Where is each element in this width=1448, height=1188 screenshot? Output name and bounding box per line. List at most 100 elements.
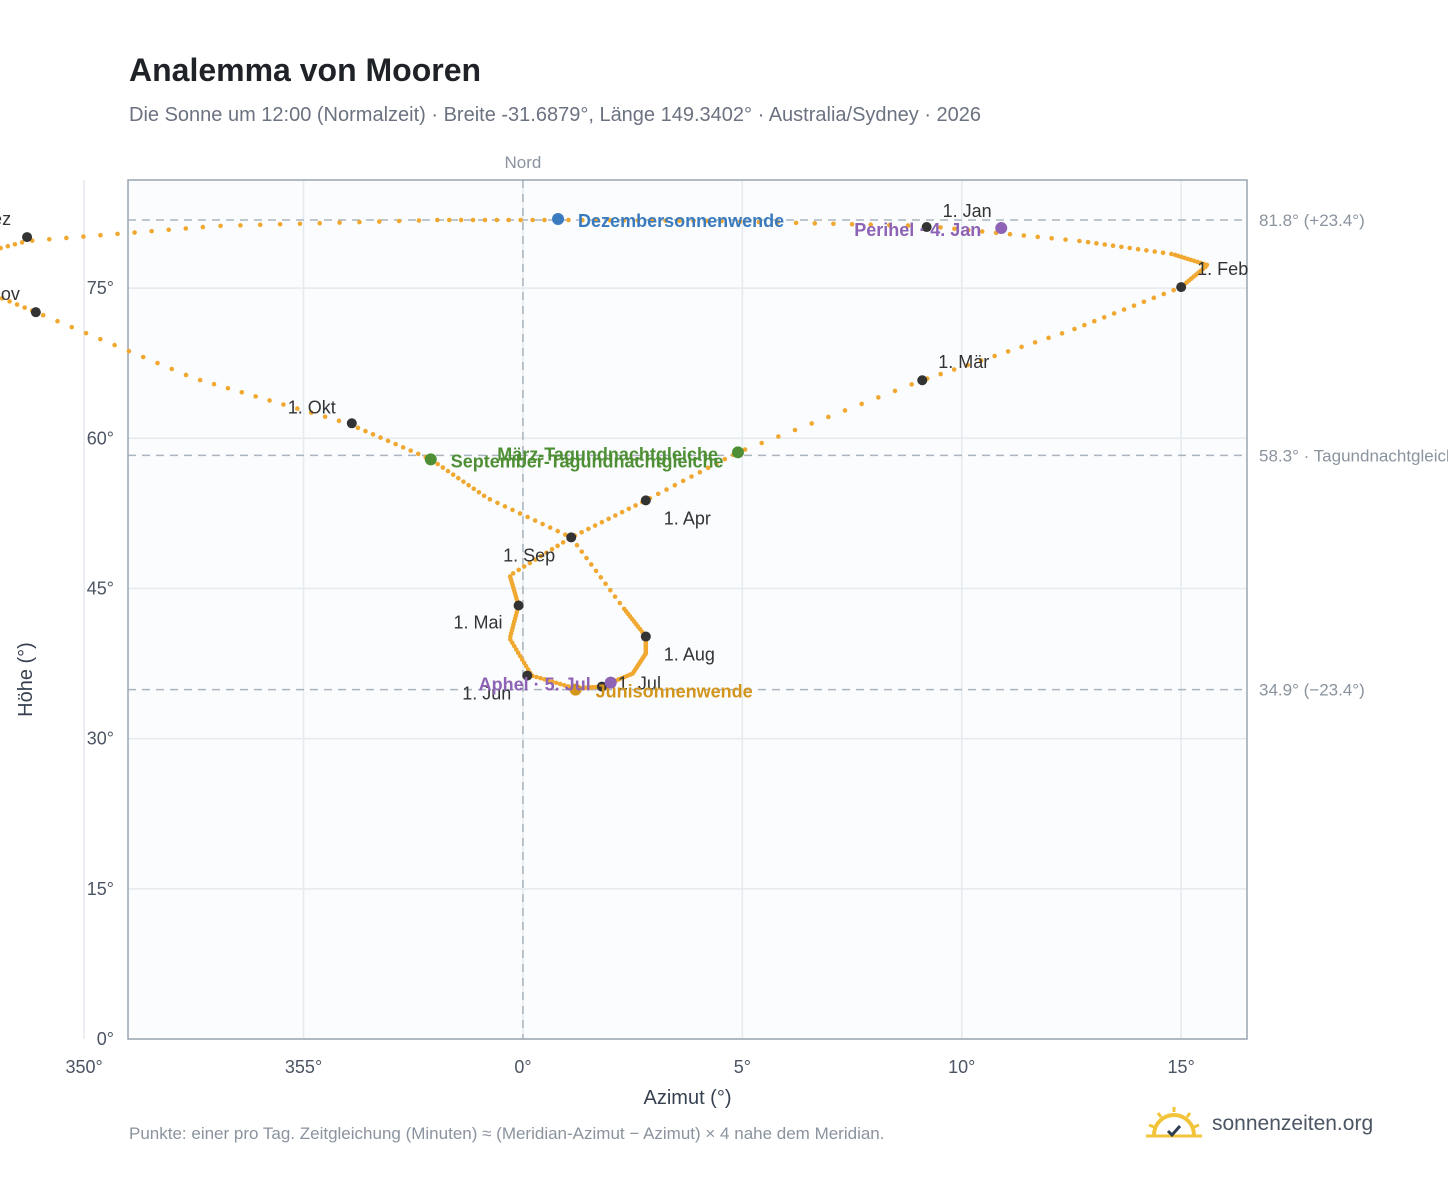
analemma-day-point [455, 475, 461, 481]
analemma-day-point [98, 232, 103, 238]
analemma-day-point [705, 218, 710, 224]
analemma-day-point [211, 381, 217, 387]
analemma-day-point [218, 223, 223, 229]
analemma-day-point [357, 219, 362, 225]
analemma-day-point [1101, 315, 1107, 320]
analemma-day-point [598, 575, 604, 580]
analemma-day-point [951, 367, 957, 372]
analemma-day-point [1094, 241, 1099, 246]
analemma-day-point [608, 587, 613, 593]
analemma-day-point [655, 491, 661, 497]
analemma-day-point [565, 684, 571, 689]
analemma-day-point [183, 372, 189, 378]
analemma-day-point [7, 299, 12, 304]
analemma-day-point [532, 518, 538, 523]
analemma-day-point [722, 456, 728, 462]
analemma-day-point [887, 222, 892, 228]
analemma-day-point [140, 354, 146, 360]
month-marker-label: 1. Mai [454, 612, 503, 632]
analemma-day-point [613, 513, 618, 518]
page-title: Analemma von Mooren [129, 52, 482, 88]
analemma-day-point [317, 220, 323, 226]
analemma-day-point [238, 223, 243, 228]
analemma-day-point [155, 360, 160, 366]
analemma-day-point [714, 461, 719, 466]
analemma-day-point [633, 503, 638, 508]
analemma-day-point [555, 543, 560, 549]
analemma-day-point [1059, 331, 1065, 336]
analemma-day-point [691, 218, 696, 224]
analemma-day-point [1127, 245, 1133, 251]
analemma-day-point [525, 514, 530, 520]
month-marker [513, 600, 524, 611]
analemma-day-point [909, 382, 914, 387]
analemma-day-point [952, 226, 957, 232]
analemma-day-point [1160, 250, 1166, 256]
month-marker [22, 232, 33, 243]
analemma-day-point [966, 227, 971, 233]
analemma-day-point [513, 647, 519, 652]
analemma-day-point [83, 330, 89, 336]
analemma-day-point [1110, 243, 1116, 249]
analemma-day-point [530, 217, 535, 223]
event-marker [552, 213, 565, 226]
analemma-day-point [446, 217, 452, 223]
analemma-day-point [979, 229, 985, 234]
y-tick-label: 45° [87, 578, 114, 598]
sun-check-icon [1146, 1105, 1202, 1144]
y-tick-label: 60° [87, 428, 114, 448]
month-marker [566, 532, 577, 543]
analemma-day-point [69, 324, 75, 330]
analemma-day-point [521, 564, 527, 569]
event-marker [424, 453, 437, 466]
month-marker-label: 1. Jul [618, 674, 661, 694]
analemma-day-point [517, 653, 523, 659]
analemma-day-point [1119, 244, 1124, 250]
analemma-day-point [905, 223, 911, 228]
analemma-day-point [5, 243, 11, 249]
analemma-day-point [603, 581, 608, 587]
analemma-day-point [737, 219, 743, 224]
analemma-day-point [606, 516, 611, 522]
analemma-day-point [470, 217, 476, 223]
event-marker [569, 683, 582, 696]
reference-line-label: 34.9° (−23.4°) [1259, 681, 1365, 700]
analemma-day-point [487, 497, 493, 502]
analemma-day-point [1151, 295, 1157, 301]
analemma-day-point [1111, 311, 1117, 316]
month-marker [640, 631, 651, 642]
analemma-day-point [393, 441, 398, 447]
analemma-day-point [965, 362, 970, 368]
analemma-day-point [831, 221, 836, 227]
analemma-day-point [435, 461, 440, 467]
analemma-day-point [376, 219, 382, 224]
analemma-day-point [586, 526, 591, 532]
analemma-day-point [511, 643, 517, 649]
analemma-day-point [566, 217, 571, 223]
month-marker-label: 1. Okt [288, 397, 336, 417]
month-marker [917, 375, 928, 386]
analemma-day-point [378, 435, 383, 440]
analemma-day-point [257, 222, 263, 228]
analemma-day-point [547, 525, 553, 530]
analemma-day-point [510, 507, 515, 513]
event-label: Dezembersonnenwende [578, 211, 784, 231]
analemma-day-point [1049, 235, 1054, 241]
analemma-day-point [626, 506, 632, 512]
brand[interactable]: sonnenzeiten.org [1146, 1104, 1373, 1144]
analemma-day-point [295, 406, 300, 411]
analemma-day-point [812, 221, 818, 226]
month-marker [30, 307, 41, 318]
event-marker [995, 222, 1008, 235]
analemma-day-point [1161, 291, 1167, 297]
footnote: Punkte: einer pro Tag. Zeitgleichung (Mi… [129, 1124, 885, 1143]
analemma-day-point [792, 427, 798, 433]
analemma-day-point [0, 296, 5, 301]
x-axis-title: Azimut (°) [644, 1087, 732, 1109]
analemma-day-point [55, 318, 60, 324]
analemma-day-point [859, 401, 864, 407]
analemma-day-point [549, 546, 555, 552]
analemma-day-point [842, 408, 848, 413]
analemma-day-point [742, 447, 748, 452]
analemma-day-point [363, 428, 368, 434]
